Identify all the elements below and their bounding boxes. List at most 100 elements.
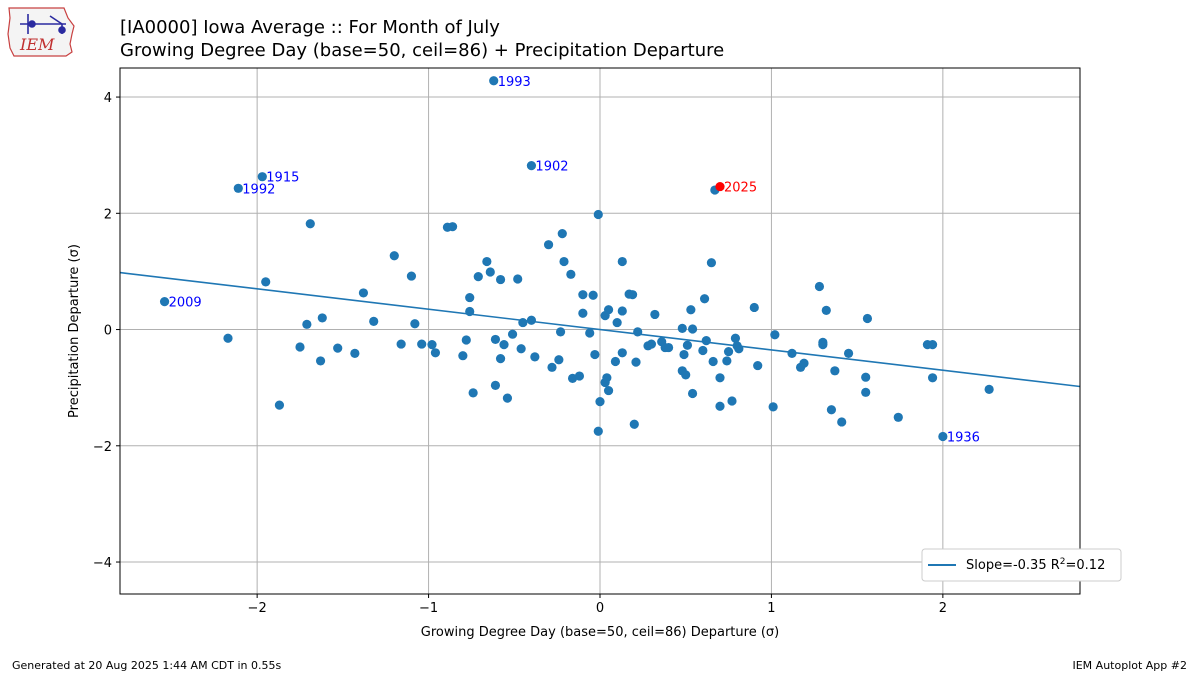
data-point [770, 330, 780, 340]
data-point [730, 333, 741, 343]
data-point [559, 256, 569, 267]
data-point [566, 269, 576, 279]
data-point [526, 315, 537, 325]
data-point [557, 229, 567, 239]
x-tick-label: −2 [248, 601, 267, 616]
data-point [610, 356, 621, 367]
data-point [574, 371, 585, 381]
x-tick-label: 0 [596, 601, 604, 616]
data-point [768, 402, 778, 412]
data-point [485, 267, 495, 277]
data-points [159, 76, 994, 442]
data-point [699, 294, 710, 304]
data-point [679, 349, 689, 360]
data-point [458, 351, 468, 361]
data-point [893, 412, 903, 422]
data-point [837, 417, 847, 427]
data-point [698, 345, 708, 356]
data-point [358, 288, 369, 298]
y-tick-label: 4 [104, 91, 112, 106]
data-point [727, 396, 737, 406]
data-point-1993 [489, 76, 499, 86]
data-point [603, 305, 614, 315]
data-point [595, 397, 605, 407]
data-point [818, 340, 828, 350]
generated-timestamp: Generated at 20 Aug 2025 1:44 AM CDT in … [12, 659, 282, 672]
data-point [261, 277, 271, 287]
data-point [627, 290, 638, 300]
y-axis-ticks: −4 −2 0 2 4 [93, 91, 120, 571]
data-point [650, 309, 660, 320]
legend-box [921, 548, 1122, 582]
data-point [701, 335, 711, 346]
iem-logo: IEM [7, 7, 75, 57]
data-point [369, 316, 379, 327]
data-point [927, 340, 938, 350]
y-tick-label: 0 [104, 324, 112, 339]
y-tick-label: −4 [93, 556, 112, 571]
data-point [406, 271, 417, 281]
data-point [633, 327, 643, 337]
data-point [687, 324, 698, 334]
data-point [686, 305, 696, 315]
point-label-2025: 2025 [724, 181, 757, 196]
data-point [687, 388, 698, 399]
data-point [681, 370, 691, 380]
data-point [427, 340, 437, 350]
data-point [753, 360, 763, 371]
data-point-2025 [715, 181, 725, 192]
data-point [631, 357, 641, 367]
data-point [495, 274, 506, 285]
data-point [518, 317, 528, 328]
data-point [317, 313, 327, 323]
data-point [984, 384, 994, 395]
data-point [516, 344, 526, 354]
point-label-1992: 1992 [242, 182, 275, 197]
data-point [482, 256, 492, 267]
data-point [708, 356, 718, 367]
x-tick-label: 1 [767, 601, 775, 616]
data-point [603, 385, 614, 396]
data-point [715, 373, 725, 383]
y-tick-label: 2 [104, 207, 112, 222]
iowa-state-outline [7, 7, 75, 57]
legend-label: Slope=-0.35 R2=0.12 [966, 557, 1105, 573]
data-point [547, 362, 557, 372]
app-credit: IEM Autoplot App #2 [1072, 659, 1187, 672]
data-point [682, 340, 693, 350]
data-point [927, 373, 938, 383]
legend-label-end: =0.12 [1066, 558, 1106, 573]
data-point [499, 340, 509, 350]
point-label-1902: 1902 [535, 160, 568, 175]
legend: Slope=-0.35 R2=0.12 [921, 548, 1122, 582]
data-point [843, 348, 854, 358]
data-point [629, 419, 639, 429]
data-point [585, 328, 595, 338]
regression-line [120, 271, 1080, 388]
grid-lines [120, 68, 1080, 594]
data-point [663, 342, 674, 353]
data-point [507, 329, 518, 339]
data-point [826, 405, 837, 415]
data-point-1992 [233, 183, 243, 193]
data-point [302, 319, 312, 329]
data-point [617, 348, 627, 358]
data-point-1902 [526, 161, 537, 171]
data-point [814, 281, 825, 292]
data-point [396, 339, 406, 349]
data-point [593, 426, 603, 436]
data-point [350, 348, 360, 358]
data-point [612, 317, 622, 328]
data-point [723, 347, 734, 357]
weather-station-icon [20, 14, 66, 34]
data-point [715, 401, 725, 411]
data-point [417, 339, 427, 349]
data-point [495, 354, 506, 364]
point-label-1915: 1915 [266, 171, 299, 186]
data-point [722, 356, 732, 366]
data-point-1936 [938, 431, 948, 442]
data-point [706, 258, 717, 268]
point-label-2009: 2009 [169, 296, 202, 311]
